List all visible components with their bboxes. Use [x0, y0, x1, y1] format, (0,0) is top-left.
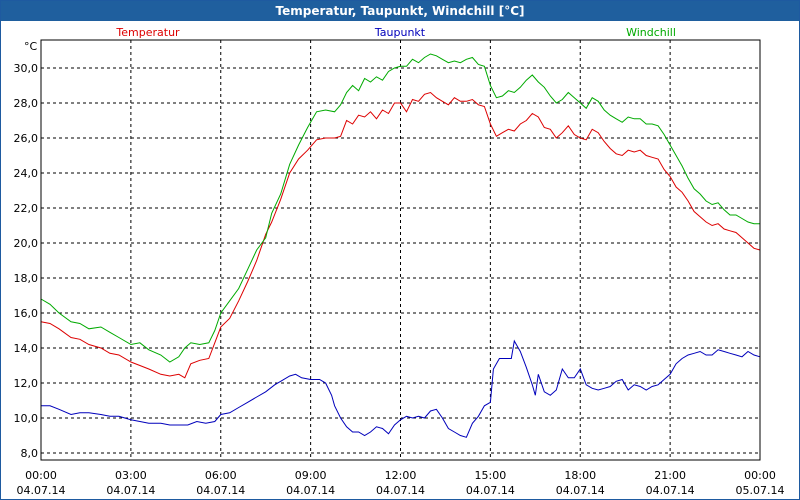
legend-temperatur: Temperatur — [115, 26, 180, 39]
x-tick-time: 21:00 — [654, 469, 686, 482]
series-line-temperatur — [40, 91, 761, 379]
legend: Temperatur Taupunkt Windchill — [115, 26, 676, 39]
y-tick-label: 18,0 — [14, 272, 39, 285]
x-tick-time: 03:00 — [115, 469, 147, 482]
x-tick-time: 00:00 — [744, 469, 776, 482]
y-tick-label: 28,0 — [14, 97, 39, 110]
x-tick-date: 04.07.14 — [466, 484, 515, 497]
x-tick-time: 09:00 — [295, 469, 327, 482]
x-axis-ticks: 00:00 04.07.14 03:00 04.07.14 06:00 04.07.14 0… — [17, 469, 785, 497]
x-tick-date: 04.07.14 — [646, 484, 695, 497]
y-tick-label: 10,0 — [14, 412, 39, 425]
y-tick-label: 22,0 — [14, 202, 39, 215]
series-lines — [40, 53, 761, 438]
x-tick-time: 00:00 — [25, 469, 57, 482]
x-tick-time: 06:00 — [205, 469, 237, 482]
x-tick-time: 15:00 — [475, 469, 507, 482]
x-tick-date: 04.07.14 — [376, 484, 425, 497]
y-tick-label: 30,0 — [14, 62, 39, 75]
legend-taupunkt: Taupunkt — [374, 26, 426, 39]
y-axis-ticks: 8,0 10,0 12,0 14,0 16,0 18,0 20,0 22,0 24,0 26,0 2… — [14, 62, 39, 460]
x-tick-date: 04.07.14 — [106, 484, 155, 497]
grid-lines — [41, 40, 760, 460]
x-tick-date: 04.07.14 — [286, 484, 335, 497]
y-tick-label: 26,0 — [14, 132, 39, 145]
series-line-windchill — [40, 53, 760, 363]
plot-area — [40, 39, 761, 461]
y-tick-label: 24,0 — [14, 167, 39, 180]
y-tick-label: 20,0 — [14, 237, 39, 250]
x-tick-time: 12:00 — [385, 469, 417, 482]
y-tick-label: 14,0 — [14, 342, 39, 355]
chart-title: Temperatur, Taupunkt, Windchill [°C] — [1, 1, 799, 21]
y-tick-label: 12,0 — [14, 377, 39, 390]
y-tick-label: 16,0 — [14, 307, 39, 320]
x-tick-time: 18:00 — [564, 469, 596, 482]
y-tick-label: 8,0 — [21, 447, 39, 460]
legend-windchill: Windchill — [626, 26, 676, 39]
y-axis-unit: °C — [24, 40, 38, 53]
x-tick-date: 04.07.14 — [17, 484, 66, 497]
x-tick-date: 04.07.14 — [556, 484, 605, 497]
x-tick-date: 04.07.14 — [196, 484, 245, 497]
x-tick-date: 05.07.14 — [736, 484, 785, 497]
series-line-taupunkt — [41, 339, 761, 438]
